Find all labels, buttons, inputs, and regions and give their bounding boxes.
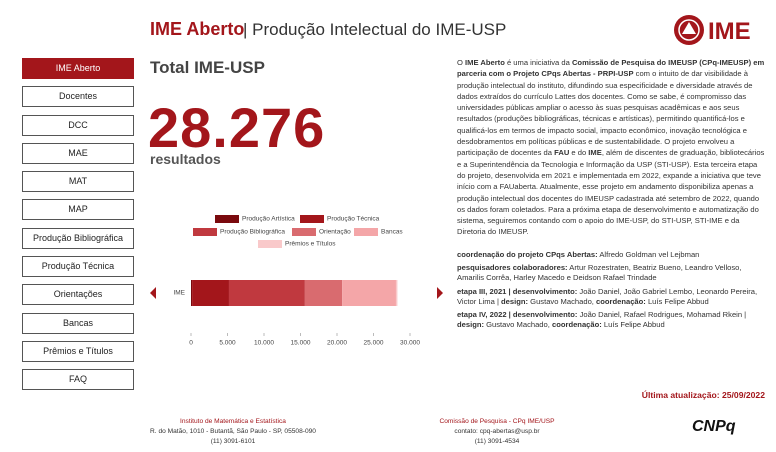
text-run: e do: [569, 148, 589, 158]
text-run: Gustavo Machado,: [528, 296, 597, 306]
nav-button[interactable]: Prêmios e Títulos: [22, 340, 134, 362]
credit-line: etapa III, 2021 | desenvolvimento: João …: [457, 287, 767, 307]
nav-button[interactable]: DCC: [22, 114, 134, 136]
legend-label: Produção Bibliográfica: [220, 229, 285, 236]
x-tick-label: 5.000: [219, 340, 236, 347]
legend-swatch: [292, 228, 316, 236]
legend-label: Orientação: [319, 229, 351, 236]
credit-line: pesquisadores colaboradores: Artur Rozes…: [457, 263, 767, 283]
x-tick-label: 15.000: [291, 340, 311, 347]
credit-line: coordenação do projeto CPqs Abertas: Alf…: [457, 250, 767, 260]
bar-segment: [192, 280, 229, 306]
bold-text: design:: [457, 320, 485, 330]
text-run: João Daniel, João Gabriel Lembo, Leonard…: [457, 286, 758, 306]
text-run: com o intuito de dar visibilidade à prod…: [457, 69, 753, 158]
credits: coordenação do projeto CPqs Abertas: Alf…: [457, 250, 767, 333]
bold-text: coordenação do projeto CPqs Abertas:: [457, 250, 598, 259]
nav-button[interactable]: Orientações: [22, 284, 134, 306]
footer-line: Instituto de Matemática e Estatística: [180, 418, 286, 425]
legend-label: Produção Técnica: [327, 216, 380, 223]
x-tick-label: 25.000: [364, 340, 384, 347]
text-run: Artur Rozestraten, Beatriz Bueno, Leandr…: [457, 263, 742, 283]
footer-line: contato: cpq-abertas@usp.br: [454, 428, 540, 435]
logo-emblem-ring: [678, 19, 700, 41]
x-tick-label: 30.000: [400, 340, 420, 347]
nav-button[interactable]: Produção Bibliográfica: [22, 227, 134, 249]
nav-button[interactable]: IME Aberto: [22, 58, 134, 79]
ime-logo[interactable]: IME: [672, 12, 766, 48]
summary-total: 28.276: [148, 96, 326, 159]
bold-text: design:: [501, 296, 529, 306]
footer-line: (11) 3091-6101: [210, 438, 256, 445]
bold-text: etapa III, 2021 | desenvolvimento:: [457, 286, 578, 296]
footer-line: (11) 3091-4534: [474, 438, 520, 445]
bold-text: coordenação:: [596, 296, 646, 306]
nav-button[interactable]: MAE: [22, 142, 134, 164]
site-subtitle: | Produção Intelectual do IME-USP: [243, 20, 507, 39]
legend-swatch: [300, 215, 324, 223]
x-tick-label: 20.000: [327, 340, 347, 347]
text-run: João Daniel, Rafael Rodrigues, Mohamad R…: [577, 310, 747, 320]
x-tick-label: 10.000: [254, 340, 274, 347]
side-nav: IME Aberto Docentes DCC MAE MAT MAP Produção B…: [22, 58, 134, 398]
legend-swatch: [258, 240, 282, 248]
cnpq-logo[interactable]: CNPq: [692, 418, 736, 435]
bar-segment: [191, 280, 193, 306]
bold-text: Comissão de Pesquisa do IMEUSP (CPq-IMEU…: [457, 58, 765, 79]
bold-text: pesquisadores colaboradores:: [457, 263, 568, 273]
last-update: Última atualização: 25/09/2022: [641, 390, 765, 400]
bar-segment: [228, 280, 305, 306]
bar-segment: [395, 280, 398, 306]
nav-button[interactable]: Docentes: [22, 86, 134, 108]
nav-button[interactable]: Bancas: [22, 312, 134, 334]
text-run: Luís Felipe Abbud: [645, 296, 709, 306]
legend-swatch: [193, 228, 217, 236]
legend-swatch: [354, 228, 378, 236]
site-title[interactable]: IME Aberto: [150, 19, 245, 39]
footer-line: R. do Matão, 1010 - Butantã, São Paulo -…: [150, 428, 316, 435]
nav-button[interactable]: MAT: [22, 171, 134, 193]
bar-segment: [304, 280, 343, 306]
bold-text: FAU: [554, 148, 570, 158]
legend-label: Prêmios e Títulos: [285, 241, 336, 248]
bold-text: coordenação:: [551, 320, 602, 330]
x-tick-label: 0: [189, 340, 193, 347]
y-tick-label: IME: [173, 290, 185, 297]
footer-right: Comissão de Pesquisa - CPq IME/USP contat…: [420, 417, 574, 447]
footer-line: Comissão de Pesquisa - CPq IME/USP: [439, 418, 555, 425]
text-run: Alfredo Goldman vel Lejbman: [597, 250, 700, 259]
text-run: O: [457, 58, 466, 67]
text-run: , além de discentes de graduação, biblio…: [457, 148, 765, 237]
summary-title: Total IME-USP: [150, 58, 265, 77]
bold-text: IME Aberto: [465, 58, 505, 67]
text-run: Gustavo Machado,: [484, 320, 552, 330]
bold-text: etapa IV, 2022 | desenvolvimento:: [457, 310, 578, 320]
credit-line: etapa IV, 2022 | desenvolvimento: João D…: [457, 310, 767, 330]
legend-label: Bancas: [381, 229, 403, 236]
logo-emblem-mark: [682, 22, 696, 34]
prev-arrow[interactable]: [150, 287, 156, 299]
nav-button[interactable]: MAP: [22, 199, 134, 221]
bold-text: IME: [588, 148, 602, 158]
about-text: O IME Aberto é uma iniciativa da Comissã…: [457, 57, 767, 238]
legend-label: Produção Artística: [242, 216, 295, 223]
bar-segment: [342, 280, 396, 306]
summary-unit: resultados: [150, 151, 221, 167]
text-run: Luís Felipe Abbud: [601, 320, 665, 330]
legend-swatch: [215, 215, 239, 223]
logo-text: IME: [708, 18, 751, 45]
next-arrow[interactable]: [437, 287, 443, 299]
nav-button[interactable]: FAQ: [22, 369, 134, 391]
footer-left: Instituto de Matemática e Estatística R. …: [130, 417, 336, 447]
nav-button[interactable]: Produção Técnica: [22, 256, 134, 278]
chart: 0 5.000 10.000 15.000 20.000 25.000 30.000 Prod…: [150, 215, 443, 347]
text-run: é uma iniciativa da: [504, 58, 572, 67]
